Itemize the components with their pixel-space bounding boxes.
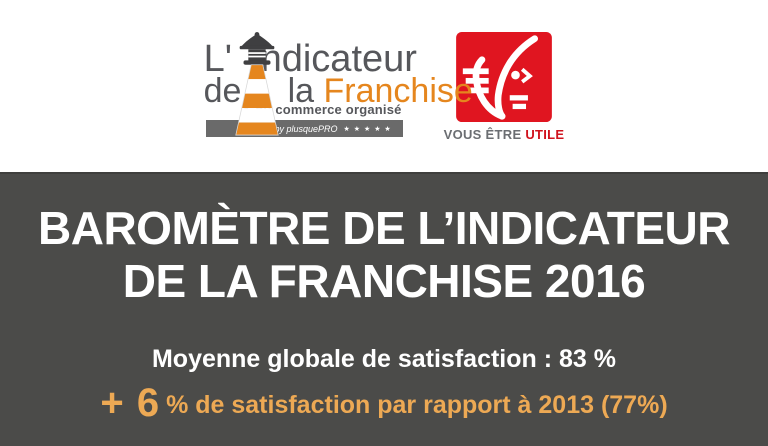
stars-icon: ★ ★ ★ ★ ★ (343, 125, 392, 133)
page-title: BAROMÈTRE DE L’INDICATEUR DE LA FRANCHIS… (0, 202, 768, 308)
indicateur-franchise-logo: L' ndicateur de la Franchise & du commer… (203, 30, 473, 142)
lighthouse-icon (234, 31, 279, 136)
logo-word-la: la (287, 72, 324, 110)
logo-word-l-prefix: L' (203, 38, 232, 80)
barometer-banner: BAROMÈTRE DE L’INDICATEUR DE LA FRANCHIS… (0, 172, 768, 446)
satisfaction-delta-value: + 6 (100, 381, 161, 425)
logo-word-de: de (203, 72, 242, 110)
title-line-1: BAROMÈTRE DE L’INDICATEUR (38, 202, 731, 254)
logo-band: L' ndicateur de la Franchise & du commer… (0, 0, 768, 172)
logo-tagline: & du commerce organisé (241, 102, 402, 117)
bank-tagline: VOUS ÊTRE UTILE (444, 127, 565, 142)
title-line-2: DE LA FRANCHISE 2016 (122, 255, 646, 307)
caisse-epargne-squirrel-icon (456, 32, 552, 122)
satisfaction-delta: + 6% de satisfaction par rapport à 2013 … (0, 383, 768, 423)
bank-tagline-gray: VOUS ÊTRE (443, 127, 522, 142)
logo-word-ndicateur: ndicateur (260, 38, 417, 80)
satisfaction-average: Moyenne globale de satisfaction : 83 % (151, 345, 616, 373)
logo-word-franchise: Franchise (323, 72, 473, 110)
logo-byline: by plusquePRO (274, 123, 338, 134)
satisfaction-delta-text: % de satisfaction par rapport à 2013 (77… (166, 391, 668, 419)
logo-word-la-franchise: la Franchise (288, 74, 473, 108)
caisse-epargne-logo: VOUS ÊTRE UTILE (444, 32, 565, 142)
bank-tagline-red: UTILE (525, 127, 565, 142)
